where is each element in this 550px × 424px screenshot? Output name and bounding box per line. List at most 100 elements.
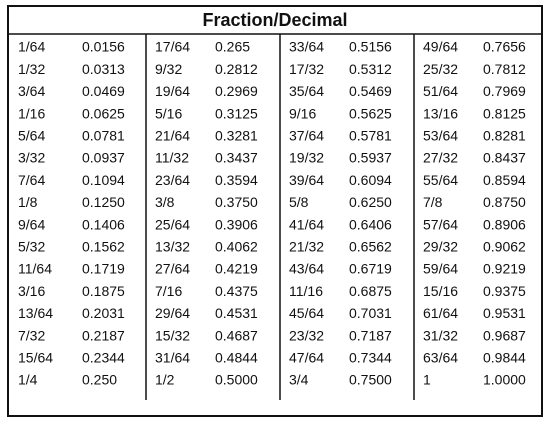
decimal-cell: 0.8437 [483, 150, 526, 166]
fraction-cell: 11/64 [18, 261, 52, 277]
decimal-cell: 1.0000 [483, 372, 526, 388]
fraction-cell: 1/8 [18, 194, 38, 210]
fraction-cell: 7/8 [423, 194, 443, 210]
decimal-cell: 0.1562 [82, 239, 125, 255]
fraction-cell: 3/16 [18, 283, 45, 299]
decimal-cell: 0.6250 [349, 194, 392, 210]
fraction-cell: 43/64 [289, 261, 324, 277]
fraction-cell: 1/2 [155, 372, 175, 388]
decimal-cell: 0.3125 [215, 105, 258, 121]
fraction-cell: 13/32 [155, 239, 190, 255]
fraction-cell: 3/8 [155, 194, 175, 210]
decimal-cell: 0.7031 [349, 305, 392, 321]
fraction-cell: 37/64 [289, 128, 324, 144]
decimal-cell: 0.5469 [349, 83, 392, 99]
fraction-cell: 45/64 [289, 305, 324, 321]
fraction-cell: 41/64 [289, 216, 324, 232]
fraction-cell: 49/64 [423, 39, 458, 55]
decimal-cell: 0.8281 [483, 128, 526, 144]
fraction-cell: 39/64 [289, 172, 324, 188]
fraction-cell: 1 [423, 372, 431, 388]
fraction-cell: 3/4 [289, 372, 309, 388]
fraction-cell: 5/64 [18, 128, 45, 144]
decimal-cell: 0.2344 [82, 350, 125, 366]
decimal-cell: 0.4375 [215, 283, 258, 299]
decimal-cell: 0.7656 [483, 39, 526, 55]
decimal-cell: 0.9844 [483, 350, 526, 366]
fraction-cell: 11/32 [155, 150, 189, 166]
fraction-cell: 25/64 [155, 216, 190, 232]
decimal-cell: 0.2031 [82, 305, 125, 321]
fraction-cell: 19/64 [155, 83, 190, 99]
decimal-cell: 0.1406 [82, 216, 125, 232]
fraction-cell: 7/32 [18, 327, 45, 343]
decimal-cell: 0.4531 [215, 305, 258, 321]
decimal-cell: 0.5156 [349, 39, 392, 55]
decimal-cell: 0.3594 [215, 172, 258, 188]
decimal-cell: 0.3906 [215, 216, 258, 232]
fraction-cell: 31/64 [155, 350, 190, 366]
fraction-cell: 9/16 [289, 105, 316, 121]
decimal-cell: 0.7344 [349, 350, 392, 366]
decimal-cell: 0.6406 [349, 216, 392, 232]
table-border [7, 5, 543, 417]
fraction-cell: 17/32 [289, 61, 324, 77]
fraction-cell: 47/64 [289, 350, 324, 366]
decimal-cell: 0.9219 [483, 261, 526, 277]
fraction-cell: 61/64 [423, 305, 458, 321]
fraction-cell: 15/64 [18, 350, 53, 366]
decimal-cell: 0.2187 [82, 327, 125, 343]
fraction-cell: 1/32 [18, 61, 45, 77]
fraction-cell: 7/64 [18, 172, 45, 188]
decimal-cell: 0.4219 [215, 261, 258, 277]
decimal-cell: 0.6562 [349, 239, 392, 255]
fraction-cell: 9/64 [18, 216, 45, 232]
decimal-cell: 0.5937 [349, 150, 392, 166]
decimal-cell: 0.7969 [483, 83, 526, 99]
decimal-cell: 0.265 [215, 39, 250, 55]
decimal-cell: 0.8125 [483, 105, 526, 121]
decimal-cell: 0.5781 [349, 128, 392, 144]
fraction-cell: 53/64 [423, 128, 458, 144]
fraction-cell: 15/16 [423, 283, 458, 299]
decimal-cell: 0.8906 [483, 216, 526, 232]
decimal-cell: 0.5312 [349, 61, 392, 77]
decimal-cell: 0.5000 [215, 372, 258, 388]
fraction-cell: 57/64 [423, 216, 458, 232]
fraction-cell: 3/32 [18, 150, 45, 166]
fraction-cell: 29/32 [423, 239, 458, 255]
fraction-cell: 5/8 [289, 194, 309, 210]
decimal-cell: 0.7500 [349, 372, 392, 388]
fraction-cell: 19/32 [289, 150, 324, 166]
decimal-cell: 0.1719 [82, 261, 125, 277]
fraction-cell: 31/32 [423, 327, 458, 343]
fraction-cell: 11/16 [289, 283, 323, 299]
decimal-cell: 0.6094 [349, 172, 392, 188]
fraction-cell: 9/32 [155, 61, 182, 77]
decimal-cell: 0.3437 [215, 150, 258, 166]
fraction-cell: 7/16 [155, 283, 182, 299]
table-title: Fraction/Decimal [202, 10, 347, 30]
decimal-cell: 0.4844 [215, 350, 258, 366]
fraction-cell: 59/64 [423, 261, 458, 277]
decimal-cell: 0.6875 [349, 283, 392, 299]
decimal-cell: 0.5625 [349, 105, 392, 121]
decimal-cell: 0.9375 [483, 283, 526, 299]
decimal-cell: 0.0937 [82, 150, 125, 166]
decimal-cell: 0.8594 [483, 172, 526, 188]
decimal-cell: 0.4062 [215, 239, 258, 255]
fraction-cell: 33/64 [289, 39, 324, 55]
decimal-cell: 0.1250 [82, 194, 125, 210]
fraction-cell: 55/64 [423, 172, 458, 188]
fraction-cell: 13/16 [423, 105, 458, 121]
fraction-cell: 27/32 [423, 150, 458, 166]
fraction-cell: 1/16 [18, 105, 45, 121]
decimal-cell: 0.7187 [349, 327, 392, 343]
fraction-cell: 29/64 [155, 305, 190, 321]
fraction-cell: 13/64 [18, 305, 53, 321]
decimal-cell: 0.8750 [483, 194, 526, 210]
fraction-cell: 15/32 [155, 327, 190, 343]
fraction-cell: 27/64 [155, 261, 190, 277]
fraction-cell: 17/64 [155, 39, 190, 55]
